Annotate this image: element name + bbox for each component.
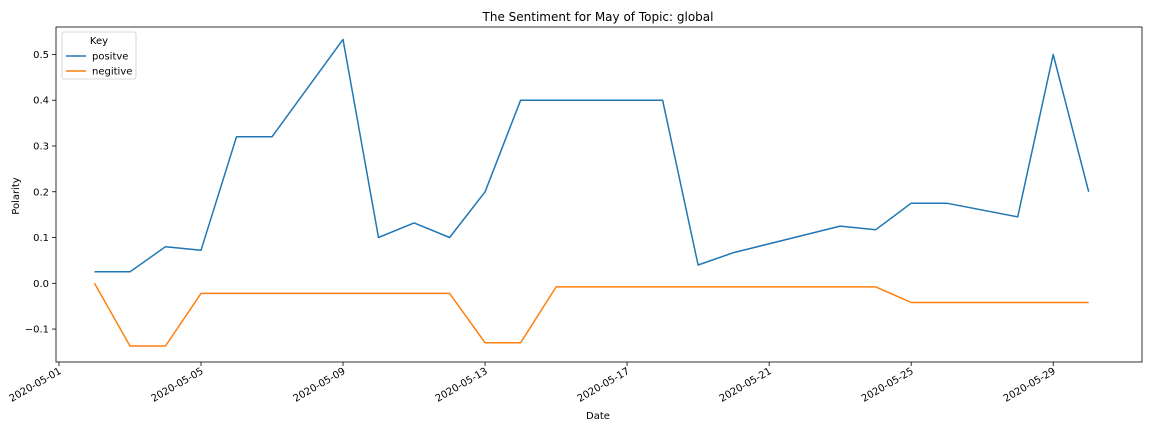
legend-label: negitive: [92, 67, 132, 78]
y-axis-label: Polarity: [11, 177, 22, 215]
x-axis-label: Date: [586, 411, 610, 422]
x-tick-label: 2020-05-29: [1002, 366, 1058, 405]
legend-title: Key: [90, 36, 108, 47]
x-tick-label: 2020-05-21: [718, 366, 774, 405]
x-tick-label: 2020-05-09: [292, 366, 348, 405]
legend-box: [61, 31, 137, 80]
plot-frame: [55, 26, 1143, 363]
x-tick-label: 2020-05-17: [576, 366, 632, 405]
y-tick-label: −0.1: [25, 325, 49, 336]
x-tick-label: 2020-05-25: [860, 366, 916, 405]
legend-label: positve: [92, 52, 128, 63]
x-tick-label: 2020-05-01: [8, 366, 64, 405]
series-line-negitive: [93, 282, 1089, 347]
series-line-positve: [94, 38, 1090, 273]
plot-area: −0.1 0.0 0.1 0.2 0.3 0.4 0.5 2020-05-01 2020-05-…: [8, 26, 1143, 405]
legend: Key positve negitive: [61, 31, 137, 80]
y-tick-label: 0.0: [33, 279, 49, 290]
y-tick-label: 0.1: [33, 233, 49, 244]
y-tick-label: 0.4: [33, 96, 49, 107]
y-tick-label: 0.2: [33, 187, 49, 198]
chart-title: The Sentiment for May of Topic: global: [482, 10, 714, 24]
x-tick-label: 2020-05-13: [434, 366, 490, 405]
y-tick-label: 0.5: [33, 50, 49, 61]
x-tick-label: 2020-05-05: [150, 366, 206, 405]
y-tick-label: 0.3: [33, 141, 49, 152]
